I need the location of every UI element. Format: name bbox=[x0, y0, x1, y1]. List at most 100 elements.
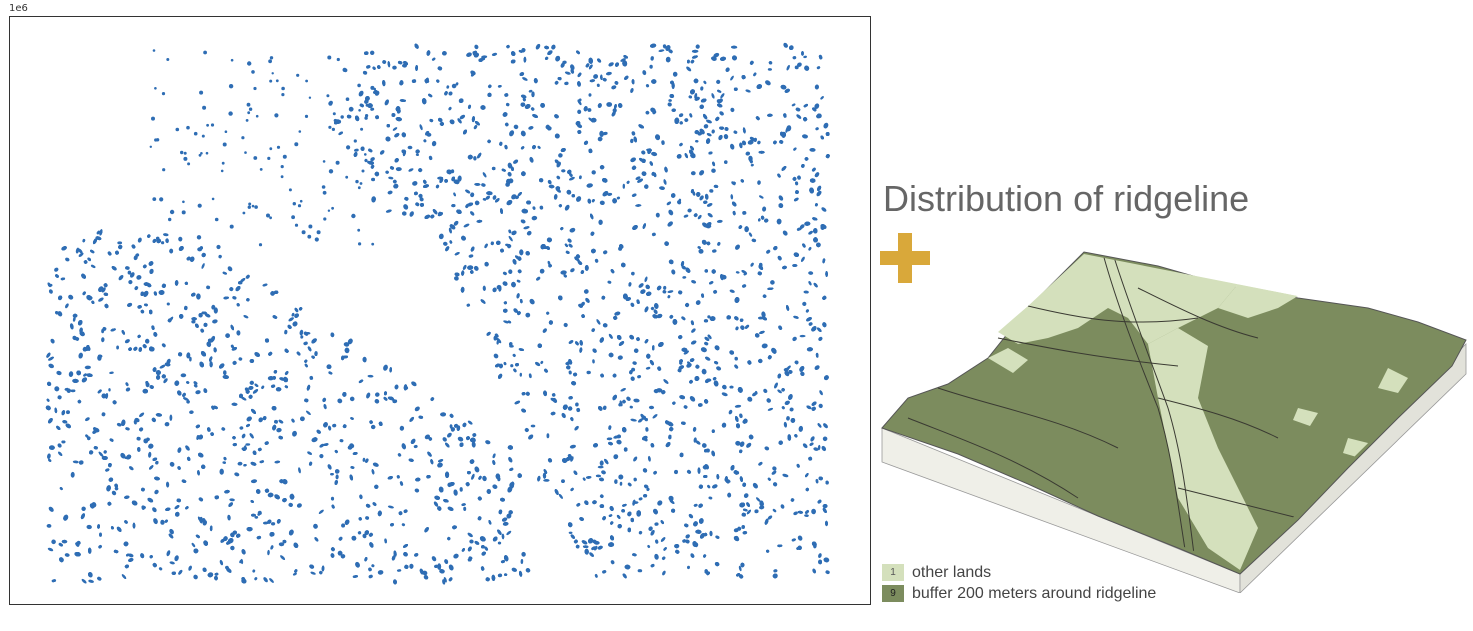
scatter-point bbox=[822, 436, 828, 442]
scatter-point bbox=[399, 80, 404, 84]
scatter-point bbox=[76, 541, 81, 545]
scatter-point bbox=[284, 385, 289, 389]
scatter-point bbox=[648, 405, 655, 410]
scatter-point bbox=[262, 416, 267, 421]
scatter-point bbox=[294, 307, 299, 313]
scatter-point bbox=[741, 140, 747, 146]
legend-label: buffer 200 meters around ridgeline bbox=[912, 584, 1157, 602]
scatter-point bbox=[304, 398, 309, 403]
scatter-point bbox=[415, 65, 419, 71]
scatter-point bbox=[274, 113, 279, 118]
scatter-point bbox=[792, 56, 797, 60]
scatter-point bbox=[437, 117, 443, 122]
scatter-point bbox=[236, 330, 241, 336]
scatter-point bbox=[269, 578, 274, 583]
scatter-point bbox=[778, 325, 783, 330]
scatter-point bbox=[530, 424, 536, 428]
scatter-point bbox=[800, 256, 805, 262]
scatter-point bbox=[107, 501, 112, 506]
scatter-point bbox=[504, 144, 508, 150]
scatter-point bbox=[531, 215, 538, 221]
scatter-point bbox=[561, 412, 566, 419]
scatter-point bbox=[578, 303, 583, 308]
scatter-point bbox=[823, 122, 829, 129]
scatter-point bbox=[48, 363, 54, 369]
scatter-point bbox=[739, 574, 744, 579]
scatter-point bbox=[482, 172, 487, 178]
scatter-point bbox=[462, 129, 468, 135]
scatter-point bbox=[510, 481, 515, 488]
scatter-point bbox=[590, 213, 594, 220]
scatter-point bbox=[805, 487, 809, 492]
scatter-point bbox=[650, 530, 655, 536]
scatter-point bbox=[256, 535, 262, 540]
scatter-point bbox=[243, 315, 249, 319]
scatter-point bbox=[668, 49, 673, 54]
scatter-point bbox=[191, 292, 196, 297]
scatter-point bbox=[347, 338, 353, 345]
scatter-point bbox=[106, 485, 111, 492]
scatter-point bbox=[503, 361, 507, 366]
scatter-point bbox=[344, 347, 350, 354]
scatter-point bbox=[466, 303, 471, 307]
scatter-point bbox=[597, 136, 603, 142]
scatter-point bbox=[114, 483, 118, 488]
scatter-point bbox=[648, 526, 653, 532]
scatter-point bbox=[616, 439, 622, 445]
scatter-point bbox=[455, 82, 459, 86]
scatter-point bbox=[678, 113, 684, 118]
scatter-point bbox=[252, 450, 257, 456]
scatter-point bbox=[792, 336, 797, 342]
scatter-point bbox=[789, 45, 794, 51]
scatter-point bbox=[92, 238, 98, 245]
scatter-point bbox=[257, 447, 262, 452]
scatter-point bbox=[164, 519, 168, 523]
scatter-point bbox=[463, 223, 470, 228]
scatter-point bbox=[438, 486, 444, 493]
scatter-point bbox=[502, 521, 509, 526]
scatter-point bbox=[228, 111, 233, 116]
scatter-point bbox=[515, 363, 519, 367]
scatter-point bbox=[262, 283, 268, 287]
scatter-point bbox=[481, 183, 486, 187]
scatter-point bbox=[796, 227, 802, 231]
scatter-point bbox=[711, 56, 717, 61]
scatter-point bbox=[127, 302, 133, 307]
scatter-point bbox=[178, 569, 183, 575]
scatter-point bbox=[163, 233, 169, 237]
scatter-point bbox=[199, 361, 204, 368]
scatter-point bbox=[413, 552, 419, 557]
scatter-point bbox=[683, 214, 689, 218]
scatter-point bbox=[54, 407, 58, 414]
scatter-point bbox=[542, 245, 548, 250]
scatter-point bbox=[664, 241, 669, 246]
scatter-point bbox=[68, 294, 74, 300]
scatter-point bbox=[796, 463, 800, 468]
scatter-point bbox=[395, 167, 402, 172]
scatter-point bbox=[609, 506, 614, 511]
scatter-point bbox=[620, 58, 626, 62]
scatter-point bbox=[359, 182, 363, 185]
scatter-point bbox=[766, 398, 771, 403]
scatter-point bbox=[411, 79, 417, 84]
scatter-point bbox=[230, 58, 234, 62]
scatter-point bbox=[696, 192, 701, 197]
scatter-point bbox=[519, 249, 524, 256]
scatter-point bbox=[699, 195, 704, 201]
scatter-point bbox=[118, 274, 124, 281]
scatter-point bbox=[714, 345, 720, 351]
scatter-point bbox=[506, 530, 512, 536]
scatter-point bbox=[121, 330, 125, 335]
scatter-point bbox=[452, 525, 457, 530]
scatter-point bbox=[211, 197, 215, 201]
scatter-point bbox=[602, 191, 609, 197]
scatter-point bbox=[653, 388, 659, 394]
scatter-point bbox=[793, 315, 799, 319]
scatter-point bbox=[653, 309, 658, 315]
scatter-point bbox=[327, 209, 331, 212]
scatter-point bbox=[114, 486, 119, 491]
scatter-point bbox=[158, 567, 163, 571]
scatter-point bbox=[365, 516, 370, 520]
scatter-point bbox=[525, 568, 531, 573]
scatter-point bbox=[364, 530, 369, 535]
